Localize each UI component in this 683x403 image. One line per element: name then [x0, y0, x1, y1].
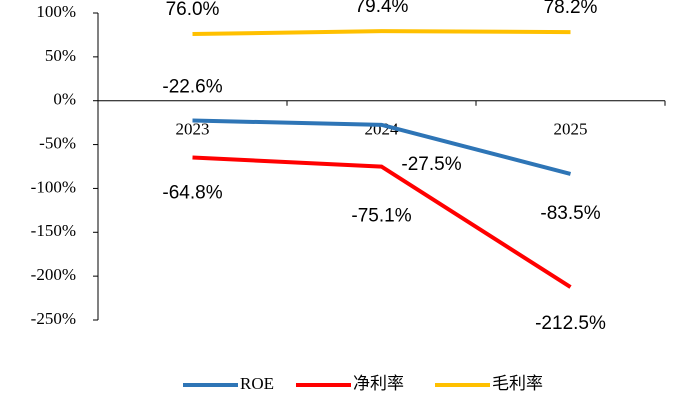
data-label: 76.0% — [166, 0, 220, 20]
y-tick-label: -250% — [31, 309, 76, 328]
data-label: -22.6% — [162, 77, 222, 98]
y-tick-label: 0% — [53, 90, 76, 109]
data-label: 78.2% — [544, 0, 598, 18]
series-line — [192, 118, 572, 176]
y-tick-label: -200% — [31, 265, 76, 284]
legend-label: ROE — [240, 374, 274, 393]
data-label: -64.8% — [162, 183, 222, 204]
y-tick-label: -50% — [39, 133, 76, 152]
data-label: -83.5% — [540, 203, 600, 224]
data-label: -75.1% — [351, 206, 411, 227]
x-tick-label: 2023 — [176, 120, 210, 139]
legend-label: 毛利率 — [492, 374, 543, 393]
y-tick-label: 100% — [36, 2, 76, 21]
y-tick-label: -150% — [31, 221, 76, 240]
series-line — [192, 29, 571, 37]
data-label: -27.5% — [401, 154, 461, 175]
series-line — [192, 155, 572, 289]
x-tick-label: 2025 — [554, 120, 588, 139]
y-tick-label: -100% — [31, 177, 76, 196]
legend-label: 净利率 — [353, 374, 404, 393]
y-tick-label: 50% — [45, 46, 76, 65]
data-label: -212.5% — [535, 313, 606, 334]
data-label: 79.4% — [355, 0, 409, 17]
